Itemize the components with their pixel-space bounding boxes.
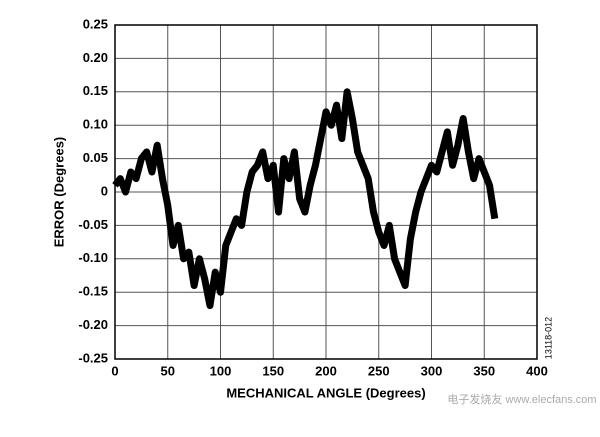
y-tick-label: 0.05 — [83, 150, 108, 165]
x-tick-label: 250 — [368, 363, 390, 378]
y-tick-label: 0 — [101, 183, 108, 198]
y-tick-label: -0.05 — [78, 217, 108, 232]
x-tick-label: 400 — [526, 363, 548, 378]
x-tick-label: 50 — [161, 363, 175, 378]
line-series — [112, 88, 499, 310]
y-tick-label: -0.20 — [78, 317, 108, 332]
x-tick-label: 0 — [111, 363, 118, 378]
x-tick-label: 300 — [421, 363, 443, 378]
y-tick-label: -0.25 — [78, 350, 108, 365]
watermark: 电子发烧友 www.elecfans.com — [447, 392, 596, 406]
y-tick-label: 0.25 — [83, 16, 108, 31]
x-tick-label: 200 — [315, 363, 337, 378]
x-tick-label: 150 — [262, 363, 284, 378]
y-tick-label: -0.15 — [78, 284, 108, 299]
y-tick-label: 0.10 — [83, 117, 108, 132]
y-axis-label: ERROR (Degrees) — [51, 137, 66, 248]
x-tick-label: 350 — [473, 363, 495, 378]
figure-id: 13118-012 — [543, 317, 553, 359]
x-axis-label: MECHANICAL ANGLE (Degrees) — [226, 385, 425, 400]
x-tick-label: 100 — [210, 363, 232, 378]
y-tick-label: -0.10 — [78, 250, 108, 265]
y-tick-label: 0.20 — [83, 50, 108, 65]
y-tick-label: 0.15 — [83, 83, 108, 98]
plot-frame — [114, 24, 538, 360]
